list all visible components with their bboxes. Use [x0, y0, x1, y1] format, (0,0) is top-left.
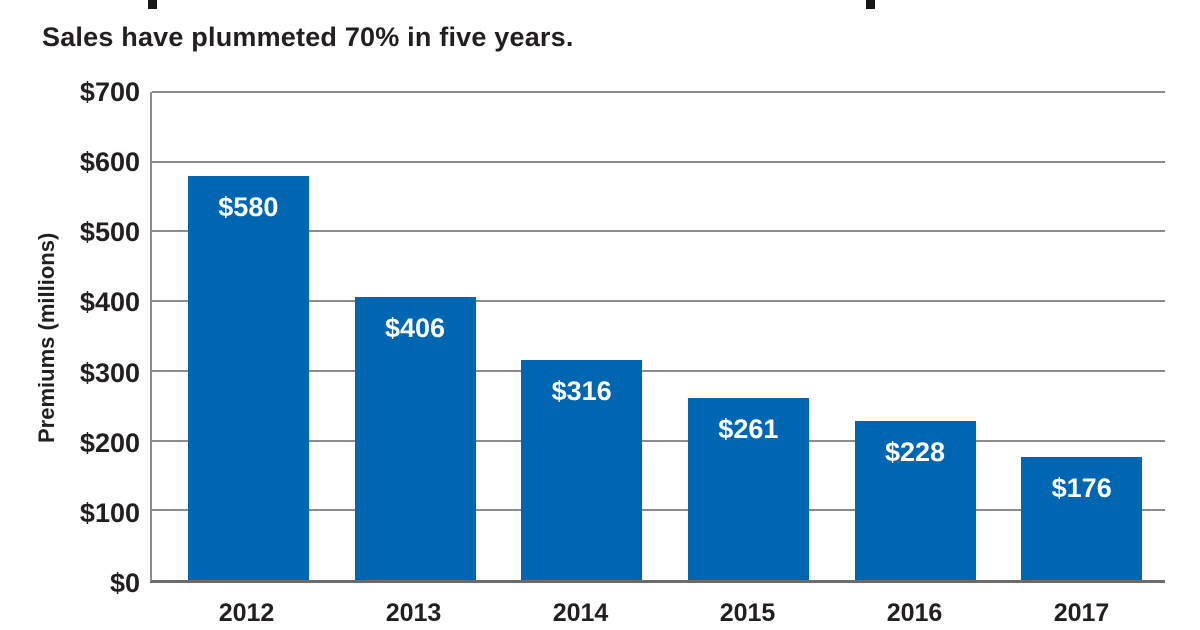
gridline	[152, 300, 1165, 303]
bar-2014: $316	[521, 359, 643, 580]
y-tick-label: $600	[79, 147, 140, 178]
y-axis-ticks: $700 $600 $500 $400 $300 $200 $100 $0	[0, 78, 140, 597]
y-tick-label: $500	[79, 217, 140, 248]
bar-slot: $406	[332, 92, 499, 580]
bar-value-label: $316	[551, 375, 612, 406]
gridlines	[152, 91, 1165, 580]
y-tick-label: $700	[79, 77, 140, 107]
y-tick-label: $200	[79, 427, 140, 458]
x-tick-label: 2012	[218, 599, 275, 627]
bar-slot: $261	[665, 92, 832, 580]
gridline	[152, 160, 1165, 163]
clipped-title-descender	[148, 0, 157, 9]
x-tick-label: 2014	[552, 599, 609, 627]
y-tick-label: $100	[79, 497, 140, 528]
bar-value-label: $261	[718, 414, 779, 445]
x-axis-labels: 2012 2013 2014 2015 2016 2017	[150, 599, 1165, 628]
x-tick-label: 2016	[886, 599, 943, 627]
bars: $580 $406 $316 $261 $228 $176	[152, 92, 1165, 580]
gridline	[152, 509, 1165, 512]
gridline	[152, 230, 1165, 233]
bar-slot: $176	[998, 92, 1165, 580]
bar-value-label: $228	[884, 437, 946, 468]
gridline	[152, 91, 1165, 93]
bar-slot: $228	[832, 92, 999, 580]
bar-2016: $228	[854, 421, 976, 580]
bar-value-label: $176	[1051, 473, 1112, 504]
gridline	[152, 439, 1165, 442]
x-tick-label: 2013	[385, 599, 442, 627]
bar-2015: $261	[687, 398, 809, 580]
bar-2012: $580	[187, 175, 309, 580]
bar-value-label: $406	[384, 312, 446, 343]
clipped-title-descender	[866, 0, 875, 9]
y-tick-label: $300	[79, 357, 140, 388]
bar-2013: $406	[354, 296, 476, 580]
bar-slot: $580	[165, 92, 332, 580]
chart-subtitle: Sales have plummeted 70% in five years.	[42, 22, 574, 52]
y-tick-label: $400	[79, 287, 140, 318]
y-tick-label: $0	[109, 568, 140, 598]
plot-area: $580 $406 $316 $261 $228 $176	[150, 91, 1165, 583]
x-tick-label: 2015	[719, 599, 776, 627]
bar-2017: $176	[1021, 457, 1143, 580]
gridline	[152, 369, 1165, 372]
x-tick-label: 2017	[1053, 599, 1110, 627]
bar-slot: $316	[498, 92, 665, 580]
bar-value-label: $580	[218, 191, 279, 222]
